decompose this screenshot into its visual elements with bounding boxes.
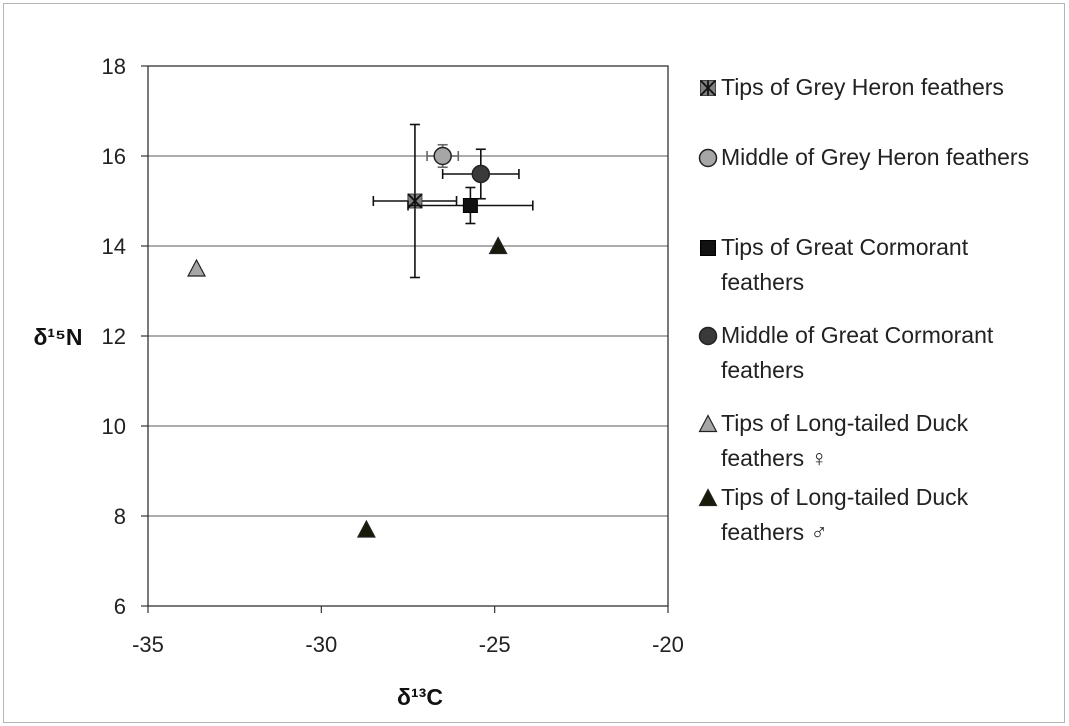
data-point <box>433 146 452 166</box>
data-point <box>187 258 207 277</box>
figure-frame <box>3 3 1065 723</box>
legend-label-line: feathers ♀ <box>721 445 828 471</box>
legend-item: Tips of Grey Heron feathers <box>695 70 1004 105</box>
legend-item: Middle of Grey Heron feathers <box>695 140 1029 175</box>
x-tick-label: -30 <box>305 632 337 657</box>
gridlines <box>148 155 668 517</box>
data-point <box>356 519 376 538</box>
legend-label-line: Tips of Great Cormorant <box>721 234 969 260</box>
legend-label-line: feathers ♂ <box>721 519 828 545</box>
legend-label: Tips of Long-tailed Duck feathers ♀ <box>721 406 968 476</box>
data-point <box>488 236 508 255</box>
legend-marker-shape <box>699 79 717 96</box>
legend-label-line: Middle of Grey Heron feathers <box>721 144 1030 170</box>
legend-item: Tips of Long-tailed Duck feathers ♂ <box>695 480 968 550</box>
y-tick-label: 10 <box>102 414 126 439</box>
y-tick-label: 12 <box>102 324 126 349</box>
legend-label-line: Tips of Grey Heron feathers <box>721 74 1004 100</box>
x-axis-ticks: -35 -30 -25 -20 <box>132 606 684 657</box>
series-6 <box>356 236 508 538</box>
y-tick-label: 6 <box>114 594 126 619</box>
legend-label: Tips of Grey Heron feathers <box>721 70 1004 105</box>
legend-label-line: feathers <box>721 357 805 383</box>
y-axis-label: δ¹⁵N <box>33 324 82 350</box>
series-2 <box>426 143 460 169</box>
legend-marker-shape <box>700 239 716 256</box>
legend-marker-icon <box>695 140 721 175</box>
y-tick-label: 8 <box>114 504 126 529</box>
x-axis-label: δ¹³C <box>397 684 443 710</box>
legend-label: Tips of Great Cormorant feathers <box>721 230 968 300</box>
legend-marker-shape <box>698 413 718 432</box>
legend-label-line: Middle of Great Cormorant <box>721 322 994 348</box>
legend-marker-icon <box>695 480 721 515</box>
y-axis-ticks: 6 8 10 12 14 16 18 <box>102 54 148 619</box>
legend-label: Middle of Grey Heron feathers <box>721 140 1029 175</box>
y-tick-label: 14 <box>102 234 126 259</box>
legend-marker-icon <box>695 318 721 353</box>
y-tick-label: 18 <box>102 54 126 79</box>
legend-marker-shape <box>698 148 718 167</box>
legend-item: Middle of Great Cormorant feathers <box>695 318 993 388</box>
legend-item: Tips of Great Cormorant feathers <box>695 230 968 300</box>
legend-label-line: Tips of Long-tailed Duck <box>721 484 969 510</box>
legend-label: Middle of Great Cormorant feathers <box>721 318 993 388</box>
legend-marker-shape <box>698 326 718 345</box>
legend-marker-icon <box>695 70 721 105</box>
series-3 <box>407 186 534 225</box>
legend-marker-shape <box>698 487 718 506</box>
series-5 <box>187 258 207 277</box>
legend-item: Tips of Long-tailed Duck feathers ♀ <box>695 406 968 476</box>
x-tick-label: -25 <box>479 632 511 657</box>
legend-marker-icon <box>695 230 721 265</box>
legend-label-line: Tips of Long-tailed Duck <box>721 410 969 436</box>
x-tick-label: -20 <box>652 632 684 657</box>
legend-marker-icon <box>695 406 721 441</box>
data-point <box>471 164 491 184</box>
data-marks <box>187 123 534 538</box>
legend-label-line: feathers <box>721 269 805 295</box>
series-4 <box>441 148 520 200</box>
y-tick-label: 16 <box>102 144 126 169</box>
legend-label: Tips of Long-tailed Duck feathers ♂ <box>721 480 968 550</box>
series-1 <box>372 123 458 279</box>
x-tick-label: -35 <box>132 632 164 657</box>
data-point <box>462 198 478 213</box>
